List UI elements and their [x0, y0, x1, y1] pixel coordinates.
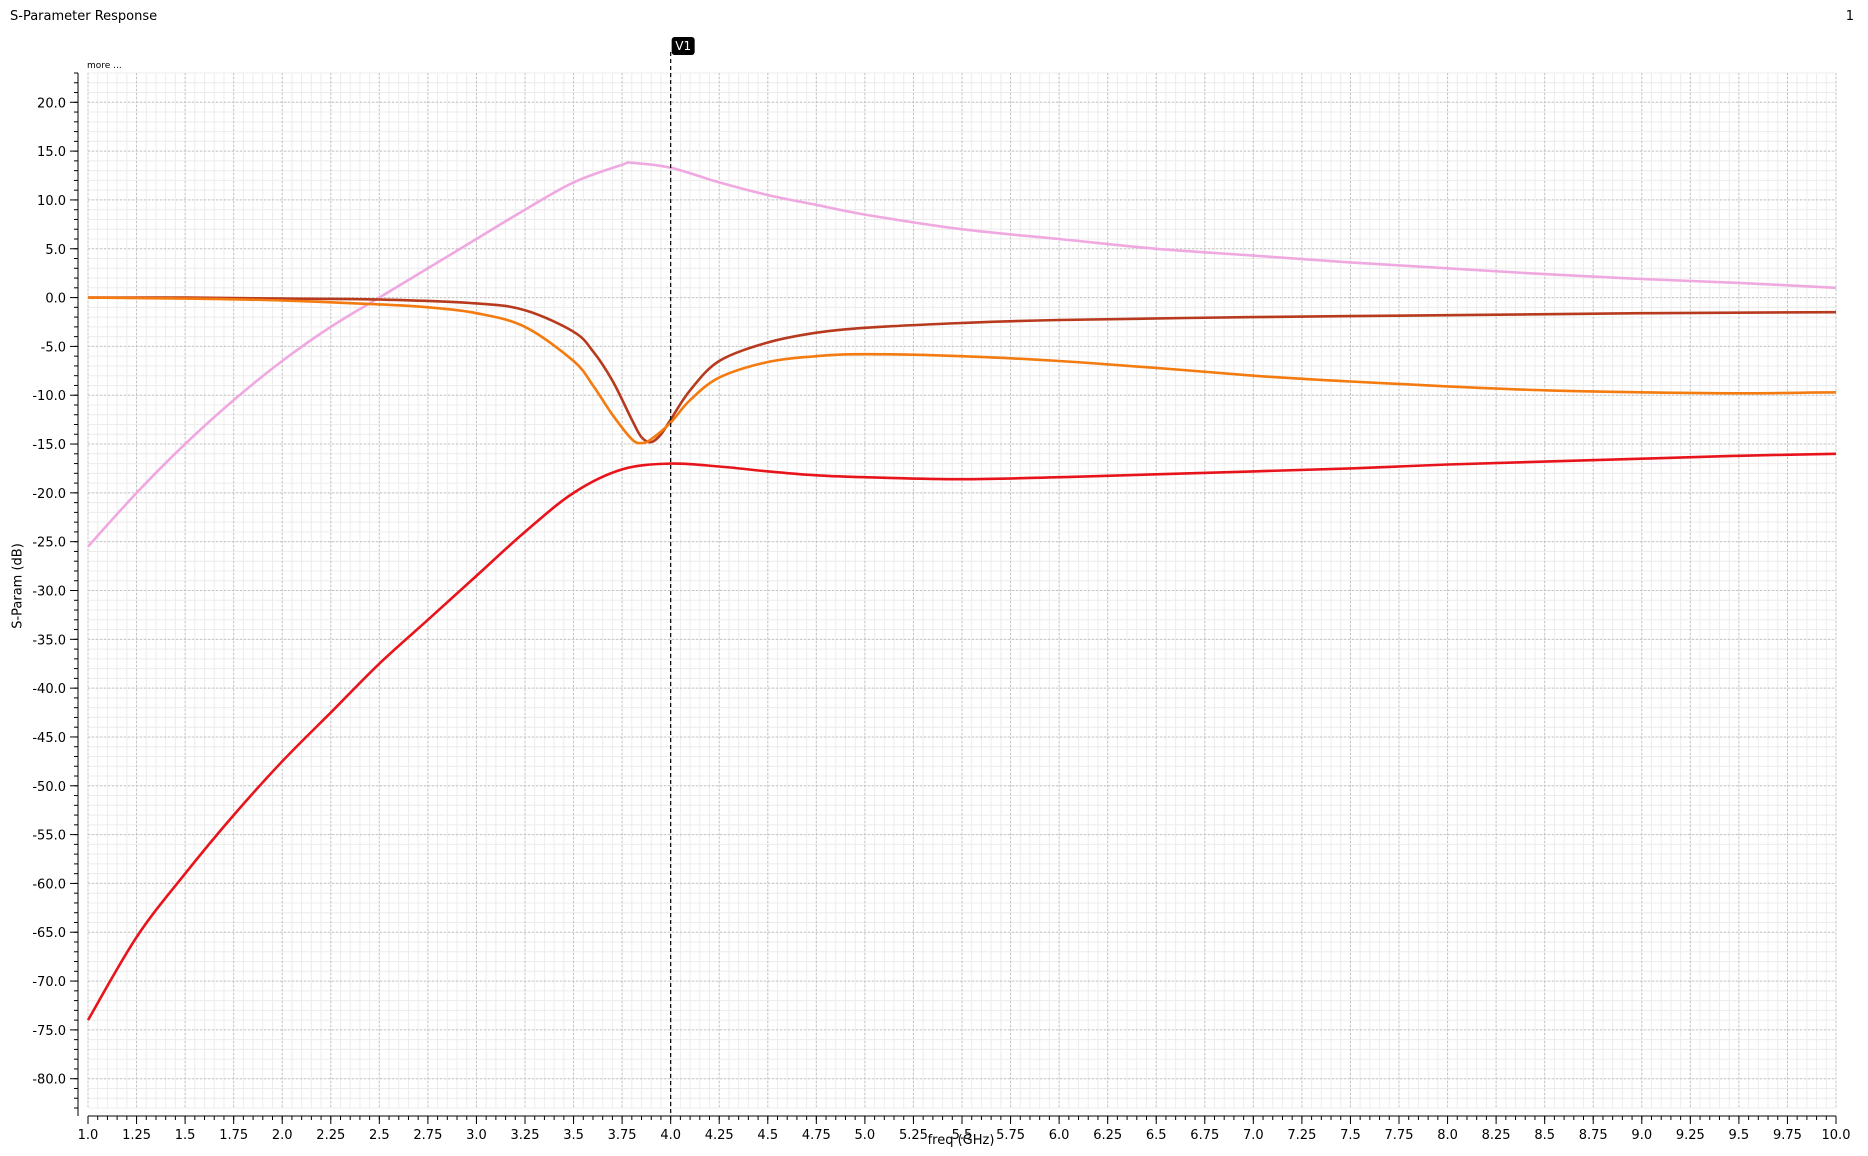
- y-tick-label: -25.0: [32, 536, 66, 551]
- x-tick-label: 1.75: [219, 1128, 248, 1143]
- y-tick-label: -80.0: [32, 1073, 66, 1088]
- x-tick-label: 3.5: [563, 1128, 584, 1143]
- x-tick-label: 3.75: [608, 1128, 637, 1143]
- y-tick-label: -55.0: [32, 829, 66, 844]
- y-tick-label: -35.0: [32, 633, 66, 648]
- x-tick-label: 6.25: [1093, 1128, 1122, 1143]
- y-tick-label: 10.0: [37, 194, 66, 209]
- x-tick-label: 2.5: [369, 1128, 390, 1143]
- y-tick-label: -30.0: [32, 585, 66, 600]
- marker-v1-label: V1: [675, 39, 691, 53]
- x-tick-label: 3.25: [511, 1128, 540, 1143]
- x-tick-label: 9.75: [1773, 1128, 1802, 1143]
- y-tick-label: -5.0: [41, 340, 66, 355]
- series-line-3: [87, 296, 1837, 445]
- x-tick-label: 7.25: [1287, 1128, 1316, 1143]
- x-tick-label: 1.0: [78, 1128, 99, 1143]
- series-line-1: [87, 161, 1837, 548]
- y-tick-label: -75.0: [32, 1024, 66, 1039]
- y-tick-label: -65.0: [32, 926, 66, 941]
- x-axis-label: freq (GHz): [927, 1133, 995, 1148]
- x-tick-label: 4.25: [705, 1128, 734, 1143]
- y-tick-label: -50.0: [32, 780, 66, 795]
- x-tick-label: 7.5: [1340, 1128, 1361, 1143]
- x-tick-label: 9.5: [1729, 1128, 1750, 1143]
- x-tick-label: 8.25: [1482, 1128, 1511, 1143]
- y-tick-label: -15.0: [32, 438, 66, 453]
- y-tick-label: 20.0: [37, 96, 66, 111]
- y-tick-label: 0.0: [45, 292, 66, 307]
- x-tick-label: 8.75: [1579, 1128, 1608, 1143]
- series-line-4: [86, 452, 1837, 1021]
- y-tick-label: -70.0: [32, 975, 66, 990]
- x-tick-label: 8.5: [1534, 1128, 1555, 1143]
- page-number: 1: [1845, 9, 1854, 24]
- x-tick-label: 7.0: [1243, 1128, 1264, 1143]
- y-tick-label: -45.0: [32, 731, 66, 746]
- legend-more-link[interactable]: more ...: [87, 61, 122, 71]
- x-tick-label: 1.5: [175, 1128, 196, 1143]
- x-tick-label: 3.0: [466, 1128, 487, 1143]
- x-tick-label: 5.0: [855, 1128, 876, 1143]
- x-tick-label: 6.5: [1146, 1128, 1167, 1143]
- x-tick-label: 6.75: [1190, 1128, 1219, 1143]
- x-tick-label: 5.5: [952, 1128, 973, 1143]
- x-tick-label: 5.25: [899, 1128, 928, 1143]
- y-tick-label: -60.0: [32, 877, 66, 892]
- x-tick-label: 4.75: [802, 1128, 831, 1143]
- x-tick-label: 10.0: [1822, 1128, 1851, 1143]
- x-tick-label: 6.0: [1049, 1128, 1070, 1143]
- x-tick-label: 7.75: [1385, 1128, 1414, 1143]
- x-tick-label: 4.5: [757, 1128, 778, 1143]
- x-tick-label: 1.25: [122, 1128, 151, 1143]
- y-tick-label: -10.0: [32, 389, 66, 404]
- chart-title: S-Parameter Response: [10, 9, 158, 24]
- x-tick-label: 4.0: [660, 1128, 681, 1143]
- y-tick-label: -40.0: [32, 682, 66, 697]
- y-tick-label: -20.0: [32, 487, 66, 502]
- x-tick-label: 5.75: [996, 1128, 1025, 1143]
- x-tick-label: 2.25: [316, 1128, 345, 1143]
- x-tick-label: 2.75: [413, 1128, 442, 1143]
- x-tick-label: 8.0: [1437, 1128, 1458, 1143]
- x-tick-label: 2.0: [272, 1128, 293, 1143]
- marker-v1-badge: [671, 37, 695, 55]
- y-tick-label: 15.0: [37, 145, 66, 160]
- y-tick-label: 5.0: [45, 243, 66, 258]
- x-tick-label: 9.0: [1631, 1128, 1652, 1143]
- x-tick-label: 9.25: [1676, 1128, 1705, 1143]
